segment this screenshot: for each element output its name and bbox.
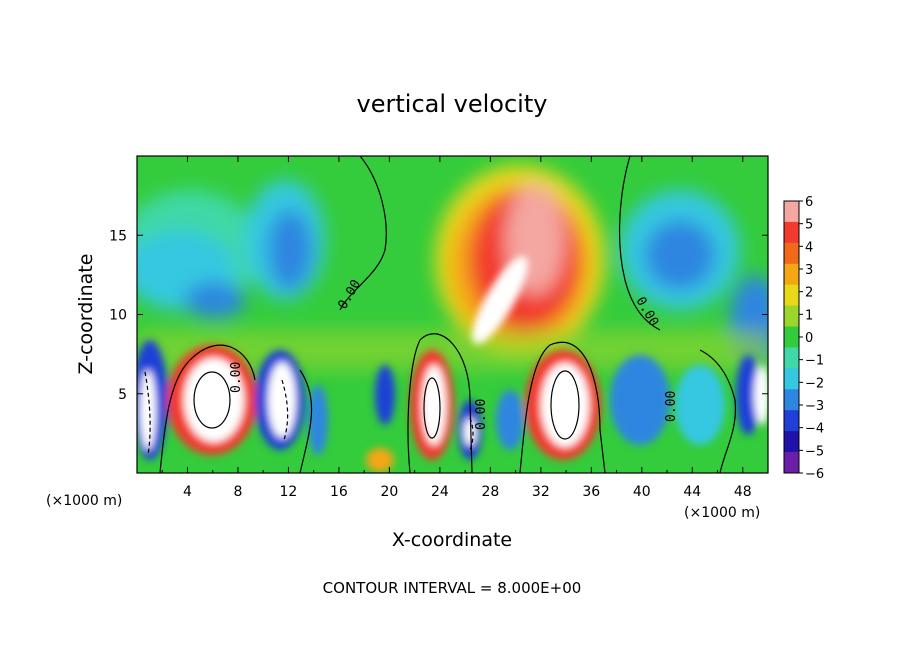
x-axis-label: X-coordinate xyxy=(392,529,512,551)
colorbar-swatch xyxy=(784,221,799,244)
colorbar-label: −2 xyxy=(805,376,824,391)
colorbar-swatch xyxy=(784,431,799,453)
colorbar-label: 6 xyxy=(805,195,813,210)
colorbar: 6 5 4 3 2 1 0 −1 −2 −3 −4 −5 −6 xyxy=(783,195,824,482)
colorbar-label: −5 xyxy=(805,444,824,459)
colorbar-label: 1 xyxy=(805,308,813,323)
x-tick-label: 20 xyxy=(380,484,398,500)
y-tick-label: 15 xyxy=(109,228,127,244)
colorbar-label: 5 xyxy=(805,218,813,233)
colorbar-label: −6 xyxy=(805,467,824,482)
colorbar-label: −3 xyxy=(805,399,824,414)
x-tick-label: 24 xyxy=(431,484,449,500)
contour-label: 0.00 xyxy=(664,391,679,422)
colorbar-swatch xyxy=(784,347,799,369)
colorbar-swatch xyxy=(784,368,799,390)
colorbar-label: 2 xyxy=(805,286,813,301)
x-tick-label: 8 xyxy=(233,484,242,500)
x-unit-left: (×1000 m) xyxy=(46,493,122,509)
x-tick-label: 44 xyxy=(683,484,701,500)
x-unit-right: (×1000 m) xyxy=(684,505,760,521)
y-tick-label: 5 xyxy=(118,387,127,403)
colorbar-swatch xyxy=(784,284,799,307)
x-tick-label: 48 xyxy=(734,484,752,500)
y-axis: 5 10 15 xyxy=(109,228,768,403)
colorbar-swatch xyxy=(784,305,799,328)
x-tick-label: 28 xyxy=(481,484,499,500)
colorbar-label: 3 xyxy=(805,263,813,278)
contour-label: 0.00 xyxy=(474,399,489,430)
x-tick-label: 36 xyxy=(582,484,600,500)
colorbar-swatch xyxy=(784,242,799,265)
x-tick-label: 16 xyxy=(330,484,348,500)
y-axis-label: Z-coordinate xyxy=(75,254,97,375)
colorbar-swatch xyxy=(784,389,799,411)
x-axis: 4 8 12 16 20 24 28 32 36 40 44 48 xyxy=(161,156,752,500)
x-tick-label: 40 xyxy=(633,484,651,500)
y-tick-label: 10 xyxy=(109,308,127,324)
x-tick-label: 32 xyxy=(532,484,550,500)
colorbar-label: −4 xyxy=(805,422,824,437)
x-tick-label: 12 xyxy=(280,484,298,500)
colorbar-label: 0 xyxy=(805,331,813,346)
colorbar-swatch xyxy=(784,263,799,286)
colorbar-swatch xyxy=(784,452,799,474)
colorbar-label: −1 xyxy=(805,354,824,369)
heatmap-field: 0.00 0.00 0.00 0.00 0.00 xyxy=(137,156,768,473)
x-tick-label: 4 xyxy=(183,484,192,500)
contour-label: 0.00 xyxy=(229,362,244,393)
contour-interval-note: CONTOUR INTERVAL = 8.000E+00 xyxy=(323,579,582,597)
colorbar-swatch xyxy=(784,201,799,223)
colorbar-swatch xyxy=(784,326,799,348)
chart-title: vertical velocity xyxy=(357,90,548,118)
colorbar-label: 4 xyxy=(805,240,813,255)
colorbar-swatch xyxy=(784,410,799,432)
